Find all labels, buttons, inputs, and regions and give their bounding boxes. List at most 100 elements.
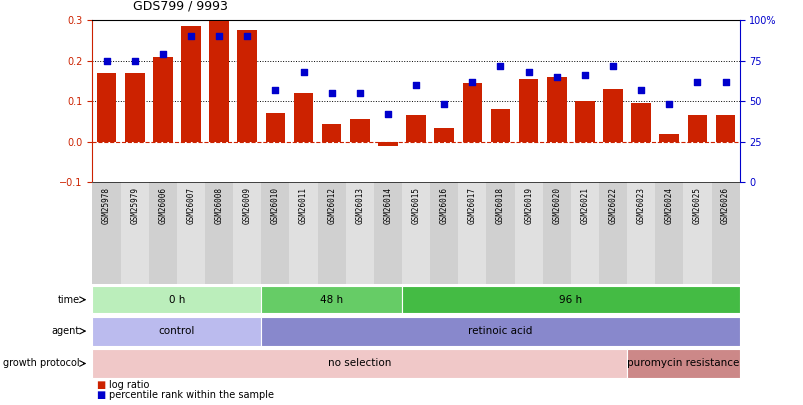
Point [128, 58, 141, 64]
Text: GSM26018: GSM26018 [495, 187, 504, 224]
Bar [434, 128, 454, 142]
Bar [349, 119, 369, 142]
Text: 0 h: 0 h [169, 295, 185, 305]
Bar [377, 142, 397, 146]
Bar [715, 115, 735, 142]
Bar [120, 182, 149, 284]
Bar [658, 134, 679, 142]
Text: GSM26026: GSM26026 [720, 187, 729, 224]
Text: GSM26021: GSM26021 [580, 187, 589, 224]
Point [578, 72, 591, 79]
Point [100, 58, 112, 64]
Bar [345, 182, 373, 284]
Bar [514, 182, 542, 284]
Bar [683, 182, 711, 284]
Bar [92, 317, 261, 346]
Text: GSM26025: GSM26025 [692, 187, 701, 224]
Bar [462, 83, 482, 142]
Text: GSM26019: GSM26019 [524, 187, 532, 224]
Point [324, 90, 338, 96]
Point [156, 51, 169, 58]
Bar [92, 182, 120, 284]
Text: GSM26011: GSM26011 [299, 187, 308, 224]
Bar [124, 73, 145, 142]
Bar [233, 182, 261, 284]
Text: GSM26020: GSM26020 [552, 187, 560, 224]
Point [550, 74, 563, 80]
Text: growth protocol: growth protocol [3, 358, 79, 369]
Bar [209, 21, 229, 142]
Bar [317, 182, 345, 284]
Point [381, 111, 394, 117]
Bar [570, 182, 598, 284]
Point [409, 82, 422, 88]
Point [493, 62, 507, 69]
Point [634, 87, 647, 93]
Bar [626, 182, 654, 284]
Point [466, 79, 479, 85]
Text: GSM26012: GSM26012 [327, 187, 336, 224]
Bar [321, 124, 341, 142]
Bar [177, 182, 205, 284]
Bar [289, 182, 317, 284]
Text: ■: ■ [96, 380, 106, 390]
Bar [92, 349, 626, 378]
Point [718, 79, 731, 85]
Bar [602, 89, 622, 142]
Text: GSM26023: GSM26023 [636, 187, 645, 224]
Point [522, 69, 535, 75]
Bar [598, 182, 626, 284]
Bar [237, 30, 257, 142]
Bar [153, 57, 173, 142]
Bar [402, 182, 430, 284]
Text: retinoic acid: retinoic acid [467, 326, 532, 336]
Text: puromycin resistance: puromycin resistance [626, 358, 739, 369]
Text: GSM26022: GSM26022 [608, 187, 617, 224]
Text: GSM25979: GSM25979 [130, 187, 139, 224]
Bar [406, 115, 426, 142]
Bar [542, 182, 570, 284]
Bar [687, 115, 707, 142]
Text: GSM26007: GSM26007 [186, 187, 195, 224]
Point [353, 90, 366, 96]
Bar [490, 109, 510, 142]
Text: no selection: no selection [328, 358, 391, 369]
Text: GSM26014: GSM26014 [383, 187, 392, 224]
Point [212, 33, 225, 40]
Text: GSM26013: GSM26013 [355, 187, 364, 224]
Text: agent: agent [51, 326, 79, 336]
Text: GSM26008: GSM26008 [214, 187, 223, 224]
Bar [402, 286, 739, 313]
Point [268, 87, 281, 93]
Text: 48 h: 48 h [320, 295, 343, 305]
Bar [92, 286, 261, 313]
Text: percentile rank within the sample: percentile rank within the sample [108, 390, 273, 400]
Point [662, 101, 675, 108]
Text: GSM26016: GSM26016 [439, 187, 448, 224]
Bar [205, 182, 233, 284]
Bar [181, 26, 201, 142]
Bar [293, 93, 313, 142]
Text: GSM26017: GSM26017 [467, 187, 476, 224]
Text: GSM26006: GSM26006 [158, 187, 167, 224]
Text: GSM26024: GSM26024 [664, 187, 673, 224]
Bar [518, 79, 538, 142]
Bar [265, 113, 285, 142]
Point [691, 79, 703, 85]
Bar [430, 182, 458, 284]
Bar [574, 101, 594, 142]
Bar [149, 182, 177, 284]
Point [185, 33, 198, 40]
Bar [711, 182, 739, 284]
Text: GSM25978: GSM25978 [102, 187, 111, 224]
Bar [261, 182, 289, 284]
Text: log ratio: log ratio [108, 380, 149, 390]
Text: ■: ■ [96, 390, 106, 400]
Bar [630, 103, 650, 142]
Bar [546, 77, 566, 142]
Bar [96, 73, 116, 142]
Bar [261, 286, 402, 313]
Bar [458, 182, 486, 284]
Text: GSM26015: GSM26015 [411, 187, 420, 224]
Bar [486, 182, 514, 284]
